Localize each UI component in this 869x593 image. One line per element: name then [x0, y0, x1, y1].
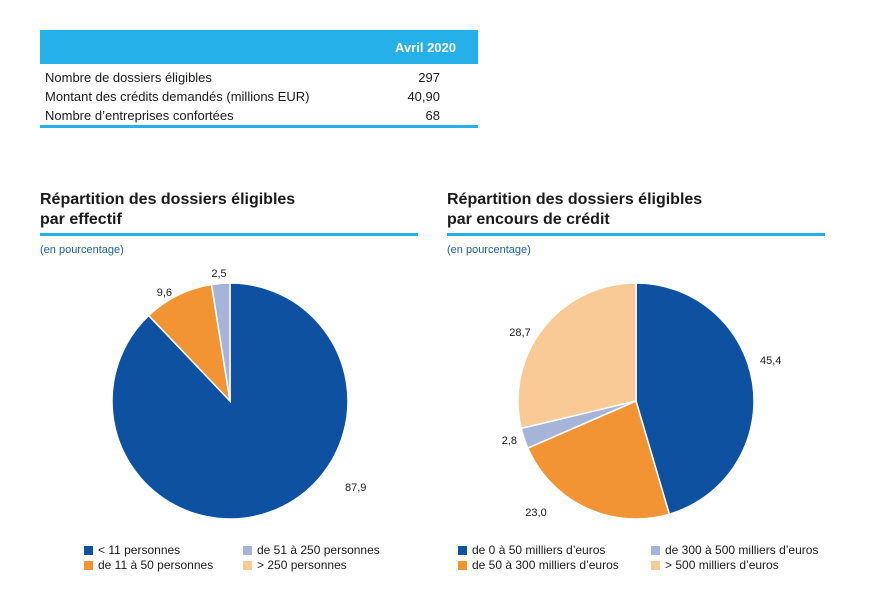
chart-panel-effectif: Répartition des dossiers éligibles par e…	[40, 190, 418, 256]
chart-title-line: par effectif	[40, 211, 122, 228]
slice-value-label: 45,4	[760, 355, 781, 367]
chart-title-line: Répartition des dossiers éligibles	[447, 191, 703, 208]
summary-table: Avril 2020 Nombre de dossiers éligibles …	[40, 30, 478, 128]
legend-label: > 250 personnes	[257, 558, 347, 572]
slice-value-label: 9,6	[157, 287, 172, 299]
slice-value-label: 23,0	[525, 507, 546, 519]
legend-label: de 0 à 50 milliers d’euros	[472, 543, 606, 557]
legend-swatch	[651, 545, 660, 555]
title-rule	[40, 233, 418, 236]
legend-item: de 0 à 50 milliers d’euros	[458, 543, 605, 557]
legend-item: de 11 à 50 personnes	[84, 558, 213, 572]
row-value: 68	[425, 108, 440, 123]
chart-title-line: par encours de crédit	[447, 211, 610, 228]
row-label: Montant des crédits demandés (millions E…	[45, 89, 310, 104]
pie-slice	[635, 282, 755, 516]
legend-swatch	[243, 545, 252, 555]
title-rule	[447, 233, 825, 236]
pie-slice	[210, 282, 231, 402]
table-row: Montant des crédits demandés (millions E…	[40, 87, 478, 106]
table-bottom-rule	[40, 125, 478, 128]
table-row: Nombre de dossiers éligibles 297	[40, 68, 478, 87]
chart-panel-encours: Répartition des dossiers éligibles par e…	[447, 190, 825, 256]
legend-item: de 50 à 300 milliers d’euros	[458, 558, 619, 572]
legend-item: < 11 personnes	[84, 543, 180, 557]
chart-title-line: Répartition des dossiers éligibles	[40, 191, 296, 208]
legend-swatch	[458, 545, 467, 555]
legend-label: de 50 à 300 milliers d’euros	[472, 558, 619, 572]
table-row: Nombre d’entreprises confortées 68	[40, 106, 478, 125]
legend-item: de 300 à 500 milliers d’euros	[651, 543, 818, 557]
row-value: 297	[418, 70, 440, 85]
legend-label: de 300 à 500 milliers d’euros	[665, 543, 819, 557]
legend-swatch	[84, 560, 93, 570]
legend-label: de 51 à 250 personnes	[257, 543, 380, 557]
row-value: 40,90	[407, 89, 440, 104]
slice-value-label: 87,9	[345, 482, 366, 494]
chart-subtitle: (en pourcentage)	[40, 244, 124, 256]
pie-slice	[517, 282, 637, 430]
legend-swatch	[243, 560, 252, 570]
slice-value-label: 28,7	[509, 327, 530, 339]
legend-swatch	[84, 545, 93, 555]
legend-item: > 500 milliers d’euros	[651, 558, 779, 572]
chart-title: Répartition des dossiers éligibles par e…	[447, 190, 825, 230]
row-label: Nombre d’entreprises confortées	[45, 108, 234, 123]
row-label: Nombre de dossiers éligibles	[45, 70, 212, 85]
slice-value-label: 2,8	[502, 435, 517, 447]
chart-subtitle: (en pourcentage)	[447, 244, 531, 256]
table-header: Avril 2020	[40, 30, 478, 64]
slice-value-label: 2,5	[211, 268, 226, 280]
legend-label: > 500 milliers d’euros	[665, 558, 779, 572]
legend-swatch	[651, 560, 660, 570]
pie-slice	[526, 399, 671, 520]
legend-item: de 51 à 250 personnes	[243, 543, 380, 557]
legend-label: < 11 personnes	[98, 543, 181, 557]
chart-title: Répartition des dossiers éligibles par e…	[40, 190, 418, 230]
legend-item: > 250 personnes	[243, 558, 347, 572]
legend-label: de 11 à 50 personnes	[98, 558, 214, 572]
legend-swatch	[458, 560, 467, 570]
table-header-label: Avril 2020	[395, 40, 456, 55]
